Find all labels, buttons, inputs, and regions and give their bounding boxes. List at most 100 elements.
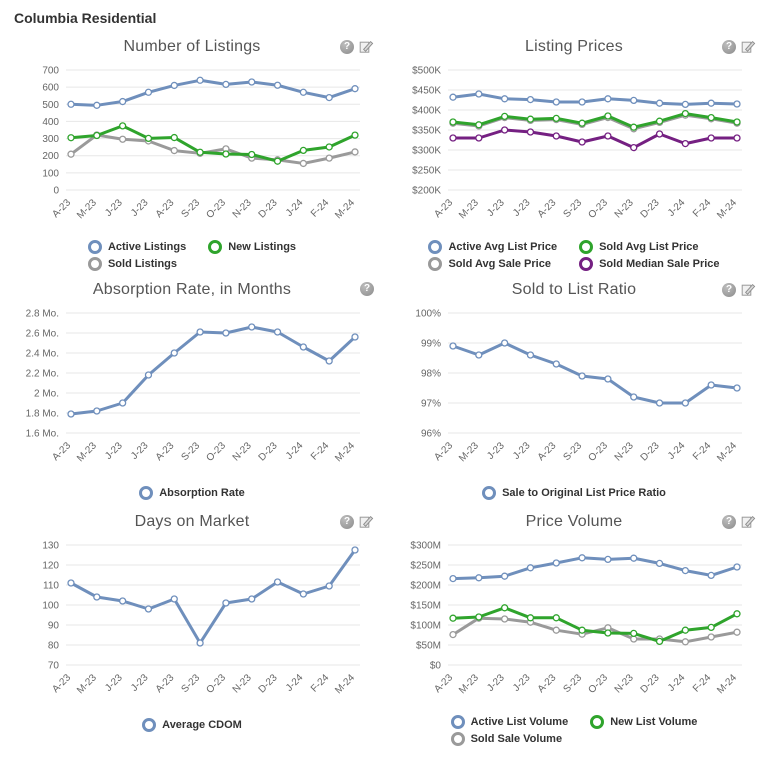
data-point[interactable] [655,99,664,107]
data-point[interactable] [604,112,612,120]
data-point[interactable] [655,559,664,568]
data-point[interactable] [144,88,153,96]
data-point[interactable] [526,564,535,572]
legend-item-sold-avg-sale-price[interactable]: Sold Avg Sale Price [428,257,557,271]
data-point[interactable] [93,101,101,109]
legend-item-new-list-volume[interactable]: New List Volume [590,715,697,729]
help-icon[interactable]: ? [722,39,736,54]
data-point[interactable] [118,597,127,605]
data-point[interactable] [196,639,204,647]
data-point[interactable] [449,630,457,639]
data-point[interactable] [170,349,178,357]
help-icon[interactable]: ? [340,39,354,54]
data-point[interactable] [578,554,586,562]
data-point[interactable] [707,623,715,632]
legend-item-active-avg-list-price[interactable]: Active Avg List Price [428,240,557,254]
data-point[interactable] [170,146,178,155]
data-point[interactable] [500,126,509,134]
data-point[interactable] [196,76,204,84]
data-point[interactable] [526,115,535,123]
data-point[interactable] [299,159,308,168]
data-point[interactable] [707,571,715,580]
legend-item-average-cdom[interactable]: Average CDOM [142,718,242,732]
data-point[interactable] [681,626,690,634]
data-point[interactable] [222,80,230,89]
data-point[interactable] [93,407,101,415]
data-point[interactable] [655,637,664,646]
data-point[interactable] [118,135,127,143]
data-point[interactable] [500,572,509,580]
data-point[interactable] [299,88,308,96]
data-point[interactable] [67,100,75,108]
data-point[interactable] [325,582,333,590]
data-point[interactable] [604,629,612,637]
data-point[interactable] [299,146,308,155]
data-point[interactable] [604,375,612,383]
data-point[interactable] [475,574,483,582]
data-point[interactable] [222,150,230,158]
data-point[interactable] [248,595,256,603]
data-point[interactable] [578,372,586,380]
help-icon[interactable]: ? [340,514,354,529]
data-point[interactable] [630,96,638,105]
data-point[interactable] [144,134,153,143]
data-point[interactable] [449,614,457,622]
data-point[interactable] [449,93,457,101]
data-point[interactable] [325,154,333,162]
data-point[interactable] [273,328,282,336]
data-point[interactable] [222,599,230,607]
data-point[interactable] [552,626,560,634]
data-point[interactable] [475,121,483,129]
legend-item-new-listings[interactable]: New Listings [208,240,296,254]
data-point[interactable] [655,117,664,125]
edit-icon[interactable] [741,39,756,54]
data-point[interactable] [196,148,204,156]
data-point[interactable] [475,351,483,359]
data-point[interactable] [170,133,178,142]
data-point[interactable] [552,114,560,123]
legend-item-sold-listings[interactable]: Sold Listings [87,257,186,271]
data-point[interactable] [273,157,282,165]
legend-item-sale-to-original-list-price-ratio[interactable]: Sale to Original List Price Ratio [482,486,666,500]
data-point[interactable] [325,93,333,102]
data-point[interactable] [67,410,75,418]
data-point[interactable] [299,343,308,351]
data-point[interactable] [552,614,560,622]
data-point[interactable] [500,112,509,121]
data-point[interactable] [144,371,153,379]
data-point[interactable] [118,122,127,130]
edit-icon[interactable] [741,282,756,297]
data-point[interactable] [299,590,308,598]
data-point[interactable] [449,134,457,142]
data-point[interactable] [500,95,509,103]
data-point[interactable] [526,128,535,136]
data-point[interactable] [526,351,535,359]
data-point[interactable] [351,333,359,341]
data-point[interactable] [733,563,741,571]
data-point[interactable] [449,118,457,126]
data-point[interactable] [578,119,586,127]
data-point[interactable] [630,554,638,562]
data-point[interactable] [325,143,333,151]
data-point[interactable] [707,633,715,641]
data-point[interactable] [707,113,715,122]
data-point[interactable] [475,134,483,142]
help-icon[interactable]: ? [722,282,736,297]
data-point[interactable] [170,595,178,603]
data-point[interactable] [681,100,690,109]
data-point[interactable] [681,638,690,646]
data-point[interactable] [604,95,612,103]
data-point[interactable] [222,329,230,337]
data-point[interactable] [351,131,359,139]
legend-item-sold-avg-list-price[interactable]: Sold Avg List Price [579,240,719,254]
data-point[interactable] [630,123,638,131]
data-point[interactable] [273,81,282,89]
data-point[interactable] [733,134,741,142]
data-point[interactable] [500,339,509,347]
data-point[interactable] [449,574,457,583]
data-point[interactable] [655,399,664,407]
data-point[interactable] [475,90,483,98]
data-point[interactable] [351,148,359,156]
